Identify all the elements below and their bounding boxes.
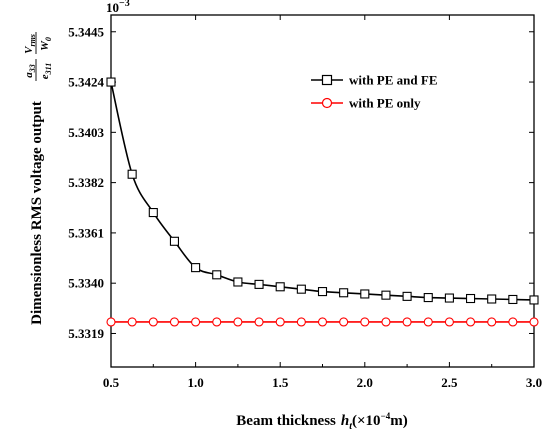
data-point-circle bbox=[106, 317, 116, 327]
data-point-circle bbox=[233, 317, 243, 327]
y-tick-label: 5.3340 bbox=[68, 276, 104, 291]
svg-text:e311: e311 bbox=[39, 63, 53, 79]
data-point-circle bbox=[487, 317, 497, 327]
data-point-circle bbox=[127, 317, 137, 327]
data-point-circle bbox=[402, 317, 412, 327]
legend: with PE and FE with PE only bbox=[311, 73, 438, 111]
x-tick-label: 2.0 bbox=[357, 375, 373, 390]
svg-text:W0: W0 bbox=[39, 37, 53, 51]
data-point-square bbox=[212, 270, 222, 280]
data-point-square bbox=[191, 263, 201, 273]
data-point-circle bbox=[423, 317, 433, 327]
data-point-square bbox=[423, 293, 433, 303]
data-point-circle bbox=[465, 317, 476, 327]
x-tick-label: 0.5 bbox=[103, 375, 120, 390]
y-tick-label: 5.3403 bbox=[68, 125, 104, 140]
y-tick-label: 5.3319 bbox=[68, 326, 104, 341]
y-tick-label: 5.3424 bbox=[68, 75, 104, 90]
data-point-square bbox=[487, 294, 497, 304]
data-point-circle bbox=[254, 317, 264, 327]
data-point-square bbox=[444, 293, 454, 303]
data-point-square bbox=[508, 294, 518, 305]
legend-item-pe-fe: with PE and FE bbox=[311, 73, 438, 88]
series-line-0 bbox=[110, 81, 535, 301]
x-axis-label: Beam thickness ht(×10−4m) bbox=[236, 411, 407, 432]
data-point-square bbox=[106, 77, 116, 87]
data-point-square bbox=[275, 282, 285, 292]
y-axis-fraction-1: a33 e311 bbox=[23, 59, 53, 81]
data-point-circle bbox=[339, 317, 349, 327]
x-tick-label: 2.5 bbox=[441, 375, 458, 390]
data-point-square bbox=[381, 290, 391, 300]
legend-label-pe-fe: with PE and FE bbox=[349, 73, 438, 88]
data-point-circle bbox=[275, 317, 285, 327]
legend-item-pe-only: with PE only bbox=[311, 96, 421, 111]
data-point-square bbox=[148, 208, 158, 218]
data-point-square bbox=[169, 236, 179, 246]
data-point-square bbox=[529, 295, 539, 305]
data-point-square bbox=[127, 169, 137, 179]
data-point-square bbox=[360, 289, 370, 299]
plot-frame bbox=[110, 14, 535, 368]
y-tick-label: 5.3382 bbox=[68, 175, 104, 190]
x-tick-label: 3.0 bbox=[526, 375, 542, 390]
data-point-circle bbox=[381, 317, 391, 327]
x-tick-label: 1.5 bbox=[272, 375, 289, 390]
data-point-circle bbox=[508, 317, 518, 327]
data-point-square bbox=[317, 287, 328, 297]
svg-text:a33: a33 bbox=[23, 64, 37, 78]
y-axis-label-text: Dimensionless RMS voltage output bbox=[29, 101, 45, 325]
data-point-square bbox=[296, 284, 306, 294]
data-point-square bbox=[254, 279, 264, 289]
data-point-square bbox=[465, 293, 476, 304]
data-point-circle bbox=[191, 317, 201, 327]
data-point-circle bbox=[148, 317, 158, 327]
data-point-circle bbox=[296, 317, 306, 327]
data-point-circle bbox=[212, 317, 222, 327]
legend-label-pe-only: with PE only bbox=[349, 96, 421, 111]
data-point-square bbox=[233, 277, 243, 287]
data-point-circle bbox=[169, 317, 179, 327]
svg-text:Vrms: Vrms bbox=[23, 34, 37, 54]
y-tick-label: 5.3361 bbox=[68, 225, 104, 240]
y-tick-label: 5.3445 bbox=[68, 24, 104, 39]
legend-marker-square bbox=[321, 74, 333, 86]
legend-marker-circle bbox=[321, 97, 333, 109]
data-point-square bbox=[402, 291, 412, 301]
y-axis-label: Dimensionless RMS voltage output a33 e31… bbox=[23, 32, 53, 325]
data-point-circle bbox=[529, 317, 539, 327]
data-point-circle bbox=[444, 317, 454, 327]
data-point-circle bbox=[360, 317, 370, 327]
y-multiplier: 10−3 bbox=[106, 0, 130, 15]
data-point-circle bbox=[317, 317, 328, 327]
x-tick-label: 1.0 bbox=[187, 375, 203, 390]
data-point-square bbox=[339, 288, 349, 298]
y-axis-fraction-2: Vrms W0 bbox=[23, 32, 53, 54]
